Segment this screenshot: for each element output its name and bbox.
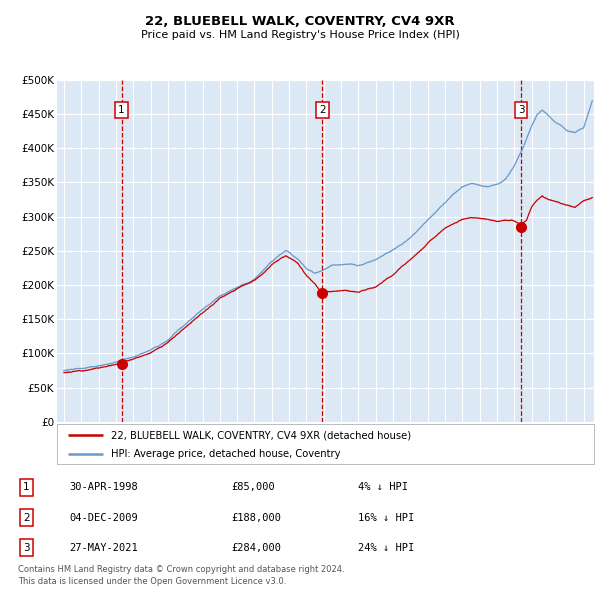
Text: 04-DEC-2009: 04-DEC-2009 — [70, 513, 139, 523]
Text: HPI: Average price, detached house, Coventry: HPI: Average price, detached house, Cove… — [111, 449, 340, 459]
Text: 22, BLUEBELL WALK, COVENTRY, CV4 9XR (detached house): 22, BLUEBELL WALK, COVENTRY, CV4 9XR (de… — [111, 431, 411, 441]
Text: 1: 1 — [23, 483, 30, 492]
Text: Contains HM Land Registry data © Crown copyright and database right 2024.: Contains HM Land Registry data © Crown c… — [18, 565, 344, 574]
Text: £188,000: £188,000 — [231, 513, 281, 523]
Text: This data is licensed under the Open Government Licence v3.0.: This data is licensed under the Open Gov… — [18, 577, 286, 586]
Text: Price paid vs. HM Land Registry's House Price Index (HPI): Price paid vs. HM Land Registry's House … — [140, 30, 460, 40]
Text: 3: 3 — [518, 105, 524, 115]
Text: £284,000: £284,000 — [231, 543, 281, 553]
Text: 27-MAY-2021: 27-MAY-2021 — [70, 543, 139, 553]
Text: 30-APR-1998: 30-APR-1998 — [70, 483, 139, 492]
Text: 3: 3 — [23, 543, 30, 553]
Text: 22, BLUEBELL WALK, COVENTRY, CV4 9XR: 22, BLUEBELL WALK, COVENTRY, CV4 9XR — [145, 15, 455, 28]
Text: £85,000: £85,000 — [231, 483, 275, 492]
Text: 16% ↓ HPI: 16% ↓ HPI — [358, 513, 414, 523]
Text: 2: 2 — [319, 105, 326, 115]
Text: 4% ↓ HPI: 4% ↓ HPI — [358, 483, 407, 492]
Text: 1: 1 — [118, 105, 125, 115]
Text: 2: 2 — [23, 513, 30, 523]
Text: 24% ↓ HPI: 24% ↓ HPI — [358, 543, 414, 553]
